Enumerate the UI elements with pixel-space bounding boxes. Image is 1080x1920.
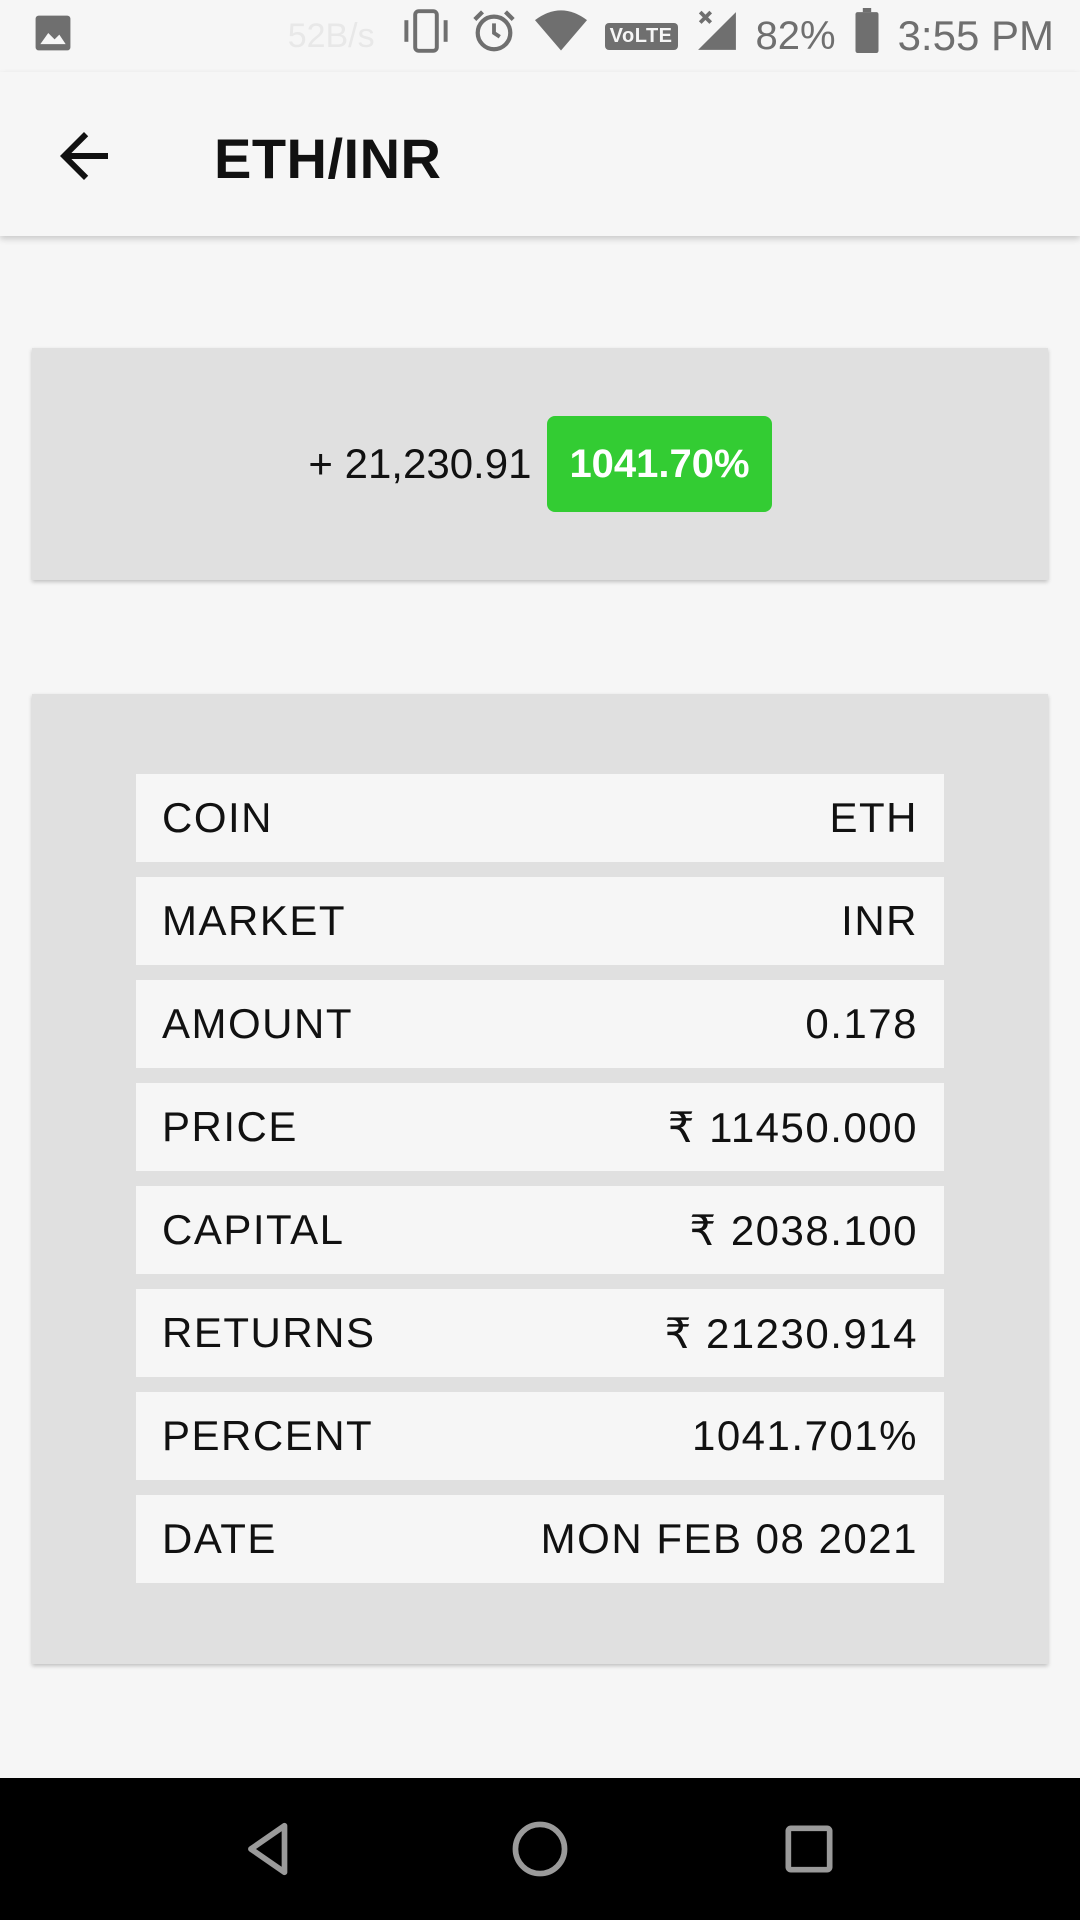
details-list: COIN ETH MARKET INR AMOUNT 0.178 PRICE ₹… — [136, 774, 944, 1598]
detail-label: CAPITAL — [162, 1206, 345, 1253]
detail-row-capital: CAPITAL ₹ 2038.100 — [136, 1186, 944, 1274]
image-icon — [34, 14, 72, 62]
recents-square-icon — [785, 1825, 833, 1873]
detail-label: RETURNS — [162, 1309, 376, 1356]
alarm-icon — [471, 8, 517, 64]
summary-card: + 21,230.91 1041.70% — [32, 348, 1048, 580]
detail-row-coin: COIN ETH — [136, 774, 944, 862]
status-bar: 52B/s VoLTE 82% 3:55 PM — [0, 0, 1080, 72]
detail-value: ₹ 2038.100 — [689, 1206, 918, 1254]
detail-label: MARKET — [162, 897, 347, 944]
detail-label: PRICE — [162, 1103, 298, 1150]
arrow-left-icon — [60, 132, 108, 180]
detail-value: 1041.701% — [691, 1412, 918, 1459]
nav-home-button[interactable] — [509, 1818, 571, 1880]
vibrate-icon — [399, 9, 453, 63]
battery-percent: 82% — [755, 13, 836, 58]
detail-value: ₹ 11450.000 — [667, 1103, 918, 1151]
detail-value: INR — [841, 897, 918, 944]
detail-row-price: PRICE ₹ 11450.000 — [136, 1083, 944, 1171]
clock: 3:55 PM — [897, 12, 1054, 59]
app-bar: ETH/INR — [0, 72, 1080, 236]
details-card: COIN ETH MARKET INR AMOUNT 0.178 PRICE ₹… — [32, 694, 1048, 1664]
back-button[interactable] — [48, 120, 120, 192]
detail-row-market: MARKET INR — [136, 877, 944, 965]
nav-recents-button[interactable] — [778, 1818, 840, 1880]
returns-amount: + 21,230.91 — [308, 440, 532, 487]
system-nav-bar — [0, 1778, 1080, 1920]
volte-badge: VoLTE — [604, 22, 678, 50]
wifi-icon — [534, 9, 587, 63]
percent-badge: 1041.70% — [547, 416, 772, 512]
detail-row-date: DATE MON FEB 08 2021 — [136, 1495, 944, 1583]
page-title: ETH/INR — [214, 127, 442, 190]
battery-icon — [854, 8, 880, 64]
detail-row-percent: PERCENT 1041.701% — [136, 1392, 944, 1480]
detail-value: ETH — [829, 794, 918, 841]
detail-value: ₹ 21230.914 — [664, 1309, 918, 1357]
detail-value: 0.178 — [805, 1000, 918, 1047]
back-triangle-icon — [248, 1822, 288, 1876]
detail-row-returns: RETURNS ₹ 21230.914 — [136, 1289, 944, 1377]
detail-row-amount: AMOUNT 0.178 — [136, 980, 944, 1068]
detail-label: AMOUNT — [162, 1000, 353, 1047]
detail-value: MON FEB 08 2021 — [540, 1515, 918, 1562]
home-circle-icon — [512, 1821, 568, 1877]
net-speed: 52B/s — [287, 16, 375, 55]
detail-label: PERCENT — [162, 1412, 374, 1459]
signal-icon — [696, 9, 738, 63]
nav-back-button[interactable] — [238, 1818, 300, 1880]
detail-label: COIN — [162, 794, 273, 841]
detail-label: DATE — [162, 1515, 277, 1562]
